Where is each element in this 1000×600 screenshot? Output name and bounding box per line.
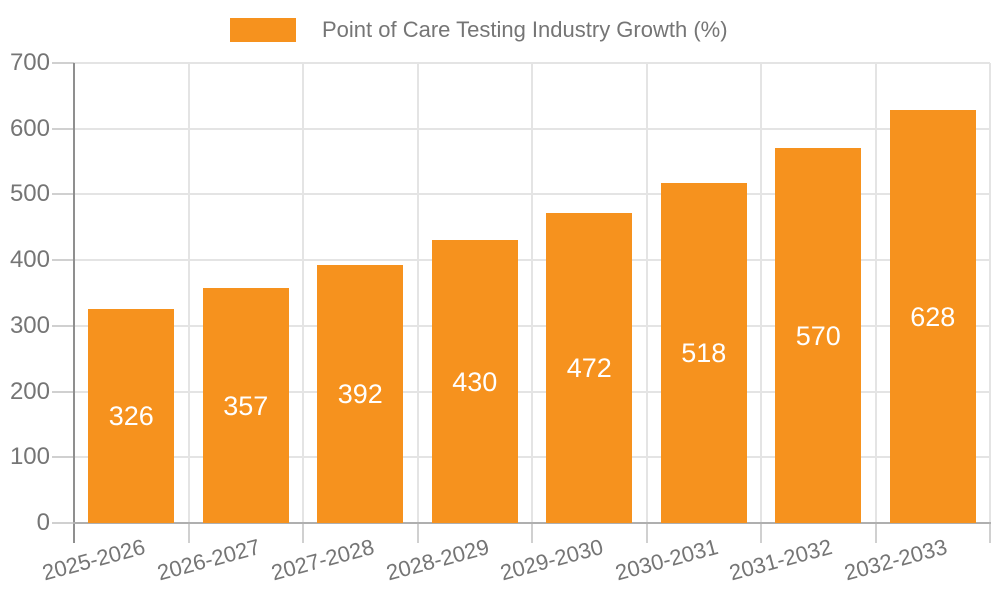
y-axis-tick [52,62,74,64]
bar[interactable] [546,212,633,523]
gridline-vertical [187,63,190,523]
x-axis-tick [187,523,190,543]
bar[interactable] [202,288,289,523]
y-axis-tick-label: 0 [36,509,50,536]
x-axis-category-label: 2031-2032 [726,534,835,586]
x-axis-tick [989,523,991,543]
x-axis-category-label: 2032-2033 [841,534,950,586]
x-axis-tick [645,523,648,543]
legend-item[interactable]: Point of Care Testing Industry Growth (%… [230,16,728,44]
y-axis-tick [52,522,74,524]
legend-series-label: Point of Care Testing Industry Growth (%… [322,17,728,42]
bar-value-label: 357 [223,390,269,421]
legend-swatch-icon [230,18,296,42]
y-axis-tick-label: 100 [9,443,50,471]
y-axis-tick-label: 400 [9,246,50,274]
y-axis-tick-label: 200 [9,377,50,405]
x-axis-tick [302,523,304,543]
gridline-vertical [760,63,762,523]
y-axis-tick-label: 500 [9,180,50,208]
bar[interactable] [431,240,518,523]
bar-value-label: 392 [337,379,383,410]
bar-value-label: 472 [566,352,612,383]
x-axis-tick [416,523,419,543]
bar-value-label: 570 [795,320,841,351]
gridline-vertical [645,63,648,523]
bar[interactable] [775,148,862,523]
bar-value-label: 628 [910,301,956,332]
x-axis-tick [760,523,762,543]
x-axis-category-label: 2026-2027 [154,534,263,586]
y-axis-tick [52,193,74,196]
bar-value-label: 518 [681,337,727,368]
y-axis-tick [52,390,74,393]
gridline-vertical [531,63,533,523]
y-axis-tick-label: 700 [9,49,50,76]
x-axis-category-label: 2027-2028 [268,534,377,586]
bar[interactable] [889,110,976,523]
bar[interactable] [660,182,747,523]
bar-value-label: 326 [108,400,154,431]
bar-value-label: 430 [452,366,498,397]
x-axis-category-label: 2028-2029 [383,534,492,586]
gridline-vertical [302,63,304,523]
y-axis-tick [52,456,74,459]
x-axis-category-label: 2029-2030 [497,534,606,586]
y-axis-tick [52,324,74,327]
x-axis-category-label: 2025-2026 [39,534,148,586]
y-axis-tick-label: 300 [9,311,50,339]
y-axis-tick [52,127,74,130]
y-axis-tick-label: 600 [9,114,50,142]
y-axis-line [73,63,75,543]
bar[interactable] [88,308,175,523]
x-axis-tick [531,523,533,543]
gridline-vertical [874,63,877,523]
bar[interactable] [317,265,404,523]
gridline-vertical [989,63,991,523]
x-axis-tick [874,523,877,543]
x-axis-category-label: 2030-2031 [612,534,721,586]
x-axis-line [73,522,991,524]
gridline-vertical [416,63,419,523]
y-axis-tick [52,259,74,262]
